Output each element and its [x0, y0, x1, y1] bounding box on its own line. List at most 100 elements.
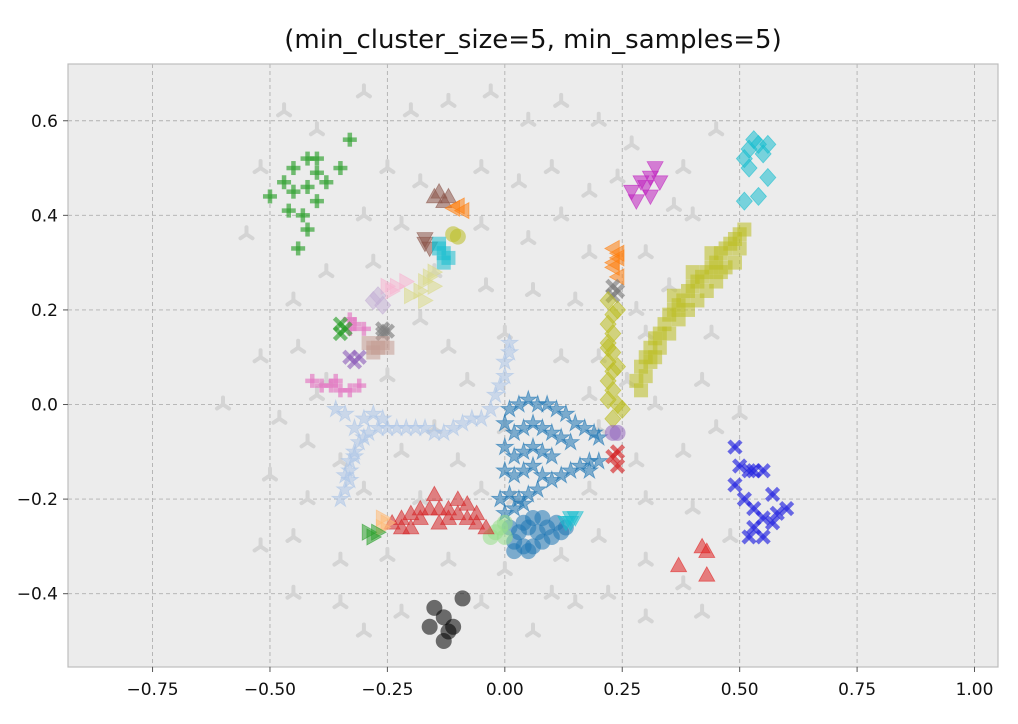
- noise-point: [722, 527, 739, 543]
- cluster-point: [565, 413, 586, 432]
- x-tick-label: −0.75: [126, 680, 178, 700]
- cluster-point: [436, 255, 451, 270]
- cluster-point: [634, 383, 649, 398]
- noise-point: [609, 168, 626, 184]
- noise-point: [694, 371, 711, 387]
- noise-point: [238, 225, 255, 241]
- cluster-point: [332, 325, 349, 342]
- cluster-point: [609, 357, 627, 377]
- cluster-point: [425, 485, 444, 502]
- cluster-point: [411, 509, 429, 525]
- noise-point: [308, 386, 325, 402]
- x-tick-label: 0.75: [838, 680, 876, 700]
- noise-point: [590, 527, 607, 543]
- cluster-point: [698, 542, 716, 558]
- noise-point: [628, 300, 645, 316]
- y-tick-label: −0.4: [17, 585, 58, 605]
- noise-point: [285, 584, 302, 600]
- noise-point: [393, 215, 410, 231]
- noise-point: [299, 433, 316, 449]
- noise-point: [365, 253, 382, 269]
- noise-point: [440, 92, 457, 108]
- cluster-point: [477, 518, 495, 535]
- cluster-point: [713, 265, 728, 280]
- cluster-point: [352, 378, 367, 393]
- noise-point: [543, 159, 560, 175]
- cluster-point: [286, 184, 301, 199]
- cluster-point: [638, 369, 653, 384]
- noise-point: [567, 291, 584, 307]
- noise-point: [332, 551, 349, 567]
- cluster-point: [354, 408, 374, 428]
- cluster-point: [523, 455, 543, 475]
- noise-point: [393, 442, 410, 458]
- noise-point: [478, 277, 495, 293]
- cluster-point: [449, 490, 467, 506]
- cluster-point: [467, 504, 486, 521]
- cluster-point: [372, 408, 393, 428]
- noise-point: [553, 546, 570, 562]
- noise-point: [459, 371, 476, 387]
- cluster-point: [430, 182, 448, 199]
- noise-point: [449, 452, 466, 468]
- cluster-point: [262, 189, 277, 204]
- noise-point: [637, 551, 654, 567]
- noise-point: [473, 594, 490, 610]
- noise-point: [675, 575, 692, 591]
- cluster-point: [399, 272, 416, 291]
- cluster-point: [356, 321, 371, 336]
- cluster-point: [490, 375, 510, 394]
- noise-point: [525, 282, 541, 298]
- cluster-point: [669, 556, 688, 573]
- cluster-point: [319, 175, 334, 190]
- cluster-point: [779, 500, 795, 517]
- y-tick-label: 0.2: [31, 301, 58, 321]
- x-tick-label: 0.00: [486, 680, 524, 700]
- noise-point: [553, 92, 570, 108]
- noise-point: [276, 102, 293, 118]
- cluster-point: [551, 427, 571, 446]
- cluster-point: [732, 458, 748, 474]
- cluster-points: [262, 130, 795, 649]
- noise-point: [299, 490, 316, 506]
- x-tick-label: −0.25: [361, 680, 413, 700]
- cluster-point: [330, 488, 351, 508]
- y-tick-label: 0.4: [31, 206, 58, 226]
- cluster-point: [305, 373, 320, 388]
- noise-point: [290, 338, 307, 354]
- cluster-point: [291, 241, 306, 256]
- cluster-point: [579, 460, 600, 480]
- cluster-point: [325, 398, 346, 418]
- noise-point: [600, 584, 617, 600]
- noise-point: [520, 229, 537, 245]
- noise-point: [665, 196, 682, 212]
- cluster-point: [496, 514, 513, 531]
- cluster-point: [328, 373, 343, 388]
- cluster-point: [499, 342, 520, 361]
- cluster-point: [499, 332, 520, 352]
- noise-point: [684, 206, 701, 222]
- noise-point: [440, 551, 457, 567]
- cluster-point: [300, 179, 315, 194]
- cluster-point: [277, 175, 292, 190]
- cluster-point: [604, 424, 621, 441]
- cluster-point: [755, 463, 771, 479]
- noise-point: [731, 404, 748, 420]
- cluster-point: [627, 194, 646, 210]
- cluster-point: [727, 477, 743, 493]
- cluster-point: [527, 479, 548, 498]
- cluster-point: [541, 446, 562, 465]
- cluster-point: [495, 365, 515, 385]
- noise-point: [567, 594, 584, 610]
- cluster-point: [342, 132, 357, 147]
- cluster-point: [599, 338, 617, 358]
- cluster-point: [741, 529, 757, 545]
- noise-point: [628, 452, 645, 468]
- plot-background: [68, 64, 998, 667]
- cluster-point: [735, 191, 753, 211]
- noise-point: [271, 409, 288, 425]
- noise-point: [637, 608, 654, 624]
- cluster-point: [439, 509, 458, 525]
- noise-point: [285, 291, 302, 307]
- noise-point: [379, 546, 396, 562]
